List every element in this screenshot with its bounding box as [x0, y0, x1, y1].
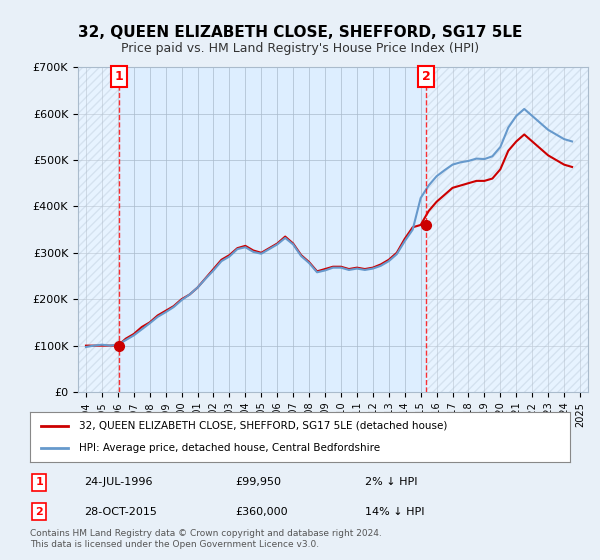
Text: 1: 1 [35, 477, 43, 487]
Text: 32, QUEEN ELIZABETH CLOSE, SHEFFORD, SG17 5LE: 32, QUEEN ELIZABETH CLOSE, SHEFFORD, SG1… [78, 25, 522, 40]
Bar [426, 67, 588, 392]
Text: 2% ↓ HPI: 2% ↓ HPI [365, 477, 418, 487]
Text: Price paid vs. HM Land Registry's House Price Index (HPI): Price paid vs. HM Land Registry's House … [121, 42, 479, 55]
Text: 28-OCT-2015: 28-OCT-2015 [84, 507, 157, 517]
Text: 2: 2 [35, 507, 43, 517]
Text: 32, QUEEN ELIZABETH CLOSE, SHEFFORD, SG17 5LE (detached house): 32, QUEEN ELIZABETH CLOSE, SHEFFORD, SG1… [79, 421, 447, 431]
Text: Contains HM Land Registry data © Crown copyright and database right 2024.
This d: Contains HM Land Registry data © Crown c… [30, 529, 382, 549]
Text: 24-JUL-1996: 24-JUL-1996 [84, 477, 152, 487]
Text: £99,950: £99,950 [235, 477, 281, 487]
Text: HPI: Average price, detached house, Central Bedfordshire: HPI: Average price, detached house, Cent… [79, 443, 380, 453]
Text: 1: 1 [115, 70, 124, 83]
Text: 2: 2 [422, 70, 430, 83]
Text: £360,000: £360,000 [235, 507, 288, 517]
Text: 14% ↓ HPI: 14% ↓ HPI [365, 507, 424, 517]
Bar [78, 67, 119, 392]
